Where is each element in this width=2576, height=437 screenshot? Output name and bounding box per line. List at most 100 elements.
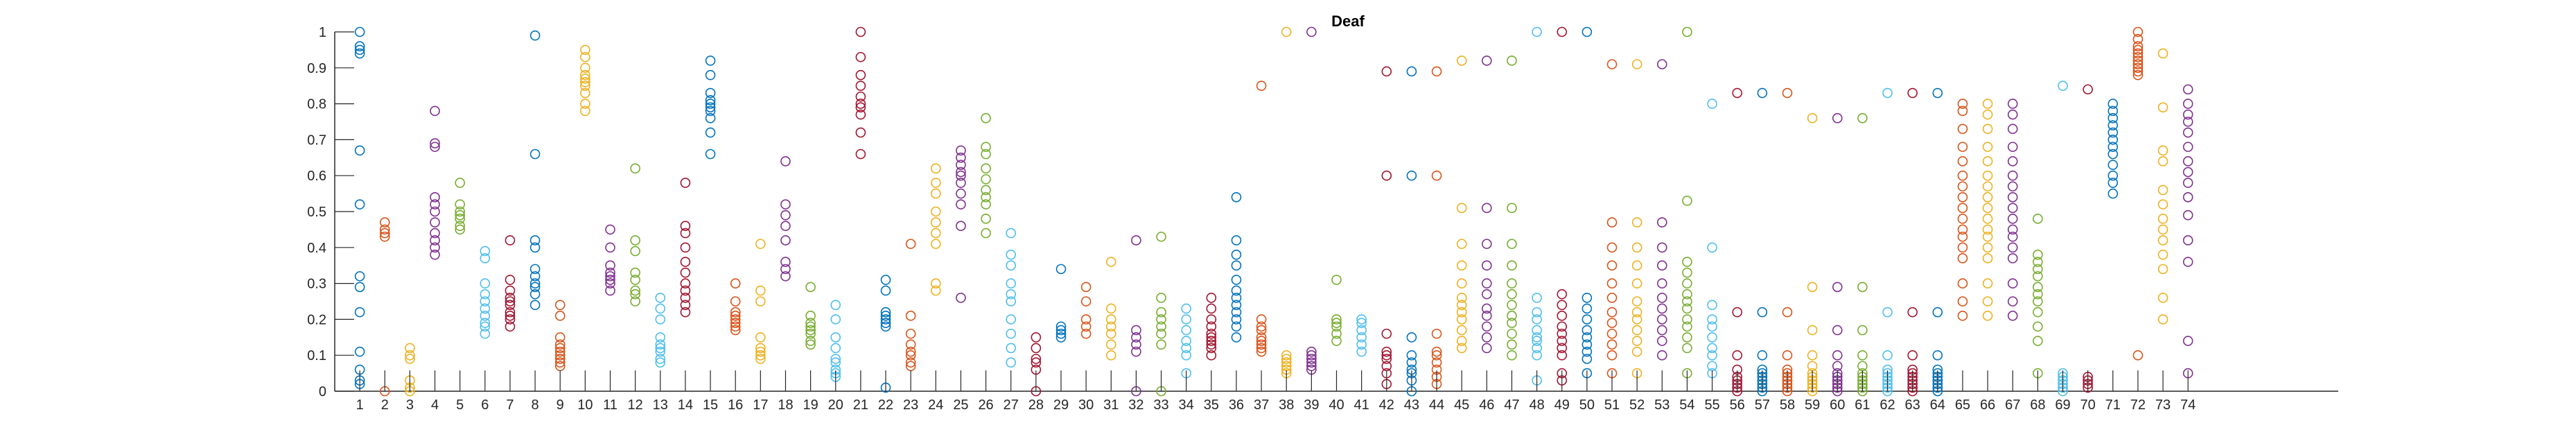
data-point bbox=[1031, 332, 1042, 343]
data-point bbox=[2157, 199, 2168, 209]
data-point bbox=[1156, 293, 1166, 303]
data-point bbox=[1306, 26, 1317, 37]
data-point bbox=[1031, 354, 1042, 364]
data-point bbox=[2132, 59, 2144, 69]
data-point bbox=[1181, 303, 1191, 314]
data-point bbox=[2033, 296, 2043, 307]
x-tick-label: 51 bbox=[1604, 397, 1620, 413]
data-point bbox=[2132, 66, 2144, 77]
data-point bbox=[430, 138, 440, 148]
data-point bbox=[931, 278, 941, 289]
data-point bbox=[405, 343, 415, 354]
x-tick-label: 45 bbox=[1454, 397, 1469, 413]
data-point bbox=[780, 235, 791, 246]
x-tick-label: 3 bbox=[406, 397, 414, 413]
data-point bbox=[480, 296, 491, 307]
data-point bbox=[1557, 350, 1568, 361]
data-point bbox=[1406, 350, 1417, 361]
x-tick-label: 36 bbox=[1229, 397, 1244, 413]
data-point bbox=[1581, 346, 1593, 357]
data-point bbox=[981, 174, 991, 185]
data-point bbox=[1105, 303, 1116, 314]
data-point bbox=[1256, 332, 1267, 343]
data-point bbox=[1557, 310, 1568, 321]
data-point bbox=[1206, 343, 1217, 354]
data-point bbox=[480, 289, 491, 300]
x-tick-label: 16 bbox=[728, 397, 743, 413]
data-point bbox=[1732, 307, 1742, 318]
data-point bbox=[529, 264, 541, 275]
data-point bbox=[2157, 102, 2168, 113]
data-point bbox=[1581, 325, 1593, 336]
data-point bbox=[1181, 336, 1191, 346]
data-point bbox=[1757, 307, 1768, 318]
data-point bbox=[1206, 293, 1217, 303]
x-tick-label: 49 bbox=[1554, 397, 1570, 413]
data-point bbox=[1982, 253, 1993, 264]
data-point bbox=[2007, 203, 2018, 214]
data-point bbox=[1181, 343, 1191, 354]
data-point bbox=[2007, 170, 2018, 181]
data-point bbox=[1256, 321, 1267, 332]
data-point bbox=[2033, 307, 2043, 318]
data-point bbox=[630, 163, 640, 174]
data-point bbox=[1631, 314, 1642, 325]
data-point bbox=[505, 314, 516, 325]
x-tick-label: 13 bbox=[653, 397, 668, 413]
data-point bbox=[529, 30, 541, 41]
data-point bbox=[1957, 224, 1968, 235]
data-point bbox=[480, 278, 491, 289]
data-point bbox=[1105, 257, 1116, 267]
data-point bbox=[680, 285, 691, 296]
x-tick-label: 50 bbox=[1579, 397, 1595, 413]
data-point bbox=[1456, 278, 1467, 289]
data-point bbox=[680, 300, 691, 310]
data-point bbox=[1707, 350, 1717, 361]
data-point bbox=[2007, 296, 2018, 307]
data-point bbox=[505, 275, 516, 285]
data-point bbox=[1557, 336, 1568, 346]
data-point bbox=[931, 239, 941, 249]
data-point bbox=[1557, 343, 1568, 354]
data-point bbox=[430, 228, 440, 239]
data-point bbox=[1631, 242, 1642, 253]
x-tick-label: 54 bbox=[1679, 397, 1694, 413]
y-tick-label: 0.2 bbox=[307, 312, 326, 327]
data-point bbox=[1507, 239, 1517, 249]
data-point bbox=[705, 113, 716, 123]
data-point bbox=[1231, 275, 1242, 285]
data-point bbox=[1306, 354, 1317, 364]
data-point bbox=[2108, 105, 2119, 117]
data-point bbox=[605, 278, 615, 289]
data-point bbox=[1532, 336, 1542, 346]
data-point bbox=[1907, 307, 1918, 318]
data-point bbox=[2108, 170, 2119, 181]
x-tick-label: 63 bbox=[1905, 397, 1920, 413]
data-point bbox=[855, 98, 866, 109]
data-point bbox=[1606, 278, 1618, 289]
data-point bbox=[430, 105, 440, 117]
data-point bbox=[755, 346, 766, 357]
data-point bbox=[1581, 314, 1593, 325]
data-point bbox=[1932, 87, 1943, 98]
x-tick-label: 33 bbox=[1153, 397, 1168, 413]
data-point bbox=[1982, 181, 1993, 192]
data-point bbox=[505, 300, 516, 310]
data-point bbox=[680, 242, 691, 253]
data-point bbox=[1431, 357, 1442, 368]
data-point bbox=[554, 357, 566, 368]
x-tick-label: 6 bbox=[481, 397, 489, 413]
data-point bbox=[630, 246, 640, 257]
data-point bbox=[1957, 98, 1968, 109]
data-point bbox=[1055, 325, 1067, 336]
data-point bbox=[1631, 59, 1642, 69]
data-point bbox=[1656, 325, 1667, 336]
data-point bbox=[1331, 321, 1342, 332]
data-point bbox=[1832, 350, 1843, 361]
x-tick-label: 38 bbox=[1279, 397, 1294, 413]
data-point bbox=[1080, 282, 1092, 293]
data-point bbox=[1331, 318, 1342, 328]
data-point bbox=[1782, 350, 1793, 361]
data-point bbox=[379, 231, 390, 242]
